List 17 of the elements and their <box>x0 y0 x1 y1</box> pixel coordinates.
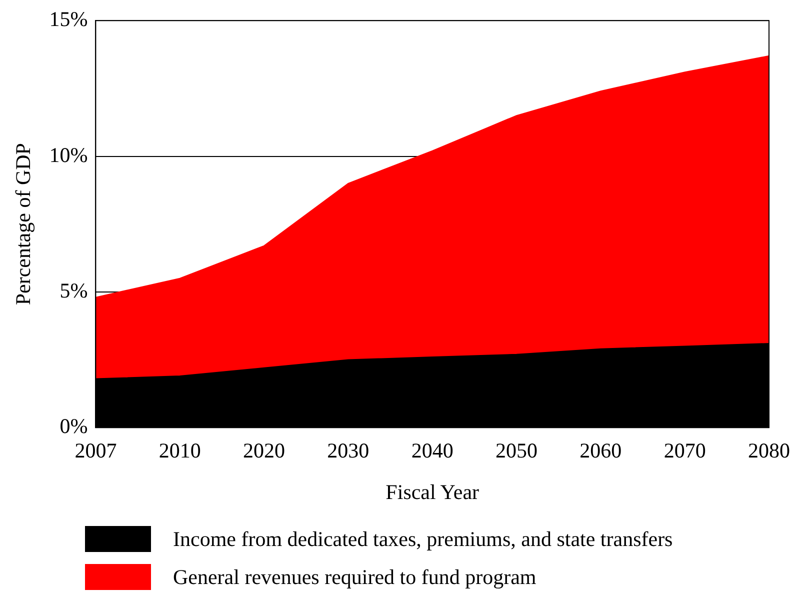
x-tick-label: 2070 <box>664 438 706 463</box>
x-tick-label: 2010 <box>158 438 201 463</box>
x-tick-label: 2030 <box>327 438 370 463</box>
legend-label: Income from dedicated taxes, premiums, and state transfers <box>173 526 673 552</box>
y-tick-label: 10% <box>49 142 88 167</box>
x-tick-label: 2040 <box>411 438 454 463</box>
legend-label: General revenues required to fund program <box>173 564 536 590</box>
y-tick-label: 15% <box>49 7 88 32</box>
x-tick-label: 2007 <box>74 438 117 463</box>
y-axis-title: Percentage of GDP <box>11 143 36 306</box>
x-tick-label: 2080 <box>748 438 790 463</box>
x-tick-label: 2050 <box>496 438 538 463</box>
y-tick-label: 5% <box>60 278 88 302</box>
x-axis-title: Fiscal Year <box>386 480 480 504</box>
x-tick-label: 2020 <box>243 438 286 463</box>
y-tick-label: 0% <box>60 414 88 438</box>
x-tick-label: 2060 <box>580 438 622 463</box>
